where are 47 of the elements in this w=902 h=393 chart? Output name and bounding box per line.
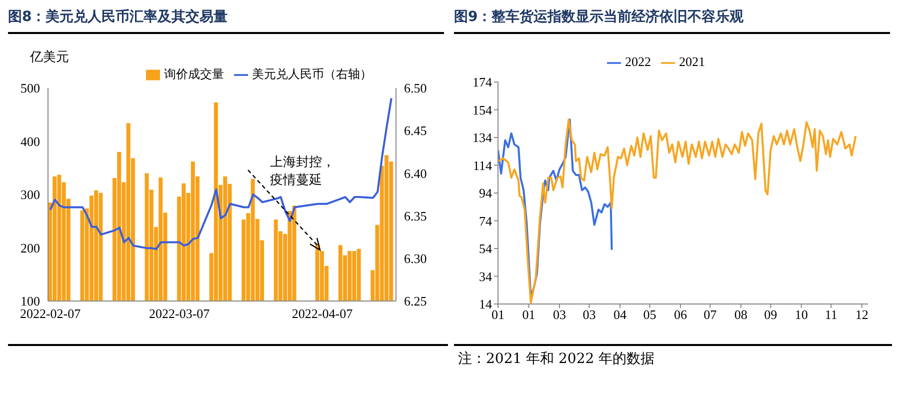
chart-title: 图9：整车货运指数显示当前经济依旧不容乐观 — [454, 8, 890, 34]
x-tick-label: 07 — [704, 307, 718, 322]
x-tick-label: 01 — [522, 307, 536, 322]
x-tick-label: 10 — [794, 307, 808, 322]
y2-tick-label: 6.25 — [404, 294, 427, 309]
x-tick-label: 05 — [643, 307, 656, 322]
line-series — [498, 118, 857, 304]
x-tick-label: 2022-02-07 — [20, 306, 82, 322]
y-tick-label: 100 — [20, 294, 40, 309]
y-tick-label: 54 — [479, 241, 492, 256]
y-tick-label: 400 — [20, 134, 40, 149]
x-tick-label: 01 — [492, 307, 504, 322]
x-tick-label: 03 — [582, 307, 596, 322]
x-tick-label: 12 — [855, 307, 868, 322]
y-axis-title: 亿美元 — [30, 49, 69, 66]
x-tick-label: 2022-04-07 — [292, 306, 354, 322]
y-tick-label: 94 — [479, 186, 492, 201]
y-tick-label: 174 — [472, 74, 492, 90]
x-tick-label: 08 — [734, 307, 748, 322]
y-tick-label: 154 — [472, 102, 492, 118]
y-tick-label: 300 — [20, 187, 40, 202]
legend-label: 美元兑人民币（右轴） — [252, 67, 372, 81]
x-tick-label: 06 — [674, 307, 688, 322]
legend-label: 2022 — [625, 54, 651, 69]
y2-tick-label: 6.35 — [404, 208, 427, 224]
y-tick-label: 500 — [20, 80, 40, 96]
x-tick-label: 03 — [552, 307, 566, 322]
y-tick-label: 34 — [479, 268, 492, 284]
x-tick-label: 09 — [764, 307, 778, 322]
y-tick-label: 74 — [479, 213, 492, 228]
y2-tick-label: 6.40 — [404, 166, 427, 181]
x-tick-label: 2022-03-07 — [149, 306, 210, 322]
annotation: 上海封控，疫情蔓延 — [270, 154, 336, 190]
y-tick-label: 114 — [472, 158, 492, 173]
y-tick-label: 14 — [479, 296, 492, 312]
text: 注：2021 年和 2022 年的数据 — [458, 350, 655, 368]
x-tick-label: 11 — [824, 307, 838, 322]
y2-tick-label: 6.30 — [404, 251, 427, 266]
x-tick-label: 04 — [613, 307, 627, 322]
legend-label: 2021 — [679, 54, 705, 69]
y2-tick-label: 6.45 — [404, 123, 427, 138]
y2-tick-label: 6.50 — [404, 80, 427, 96]
chart-title: 图8：美元兑人民币汇率及其交易量 — [8, 8, 444, 34]
y-tick-label: 134 — [472, 130, 492, 146]
line-series — [49, 97, 392, 250]
legend-label: 询价成交量 — [164, 67, 224, 81]
y-tick-label: 200 — [20, 240, 40, 256]
